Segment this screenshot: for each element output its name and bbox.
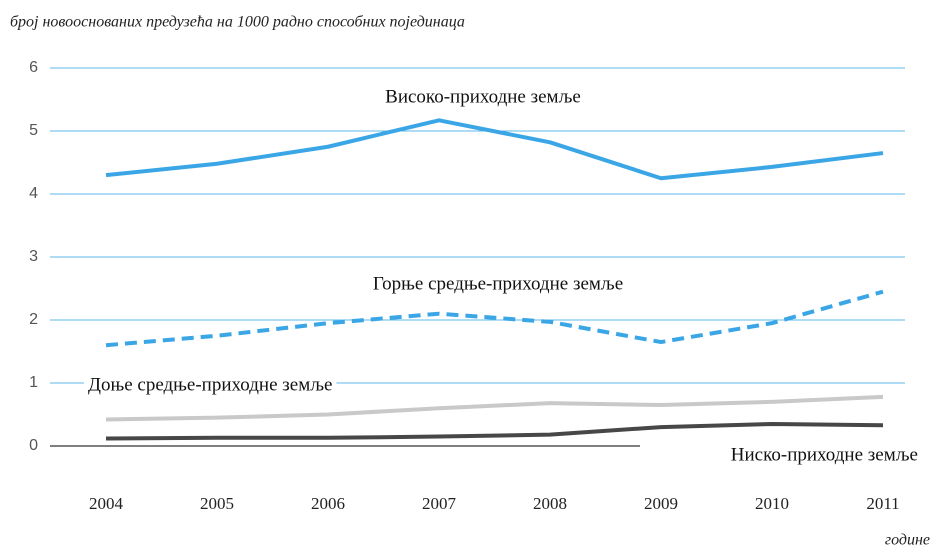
- x-tick-label: 2005: [200, 494, 234, 513]
- series-label: Ниско-приходне земље: [731, 444, 918, 465]
- label-background: [84, 373, 337, 397]
- y-tick-label: 0: [29, 437, 38, 454]
- x-tick-label: 2010: [755, 494, 789, 513]
- x-tick-label: 2011: [866, 494, 899, 513]
- series-line: [105, 394, 884, 422]
- x-tick-label: 2004: [89, 494, 124, 513]
- series-label: Доње средње-приходне земље: [88, 374, 332, 395]
- series-line: [105, 421, 884, 441]
- series-label: Горње средње-приходне земље: [373, 273, 623, 294]
- x-tick-label: 2006: [311, 494, 345, 513]
- y-tick-label: 4: [29, 185, 38, 202]
- chart-title: број новооснованих предузећа на 1000 рад…: [10, 14, 465, 31]
- series-line: [105, 289, 884, 348]
- x-axis-label: године: [885, 532, 930, 549]
- series-line: [105, 118, 884, 181]
- label-background: [726, 443, 922, 467]
- y-tick-label: 3: [29, 248, 38, 265]
- x-tick-label: 2007: [422, 494, 457, 513]
- y-tick-label: 1: [29, 374, 38, 391]
- y-tick-label: 2: [29, 311, 38, 328]
- label-background: [368, 272, 628, 296]
- label-background: [381, 85, 585, 109]
- series-label: Високо-приходне земље: [385, 86, 581, 107]
- y-tick-label: 5: [29, 122, 38, 139]
- y-tick-label: 6: [29, 59, 38, 76]
- x-tick-label: 2008: [533, 494, 567, 513]
- x-tick-label: 2009: [644, 494, 678, 513]
